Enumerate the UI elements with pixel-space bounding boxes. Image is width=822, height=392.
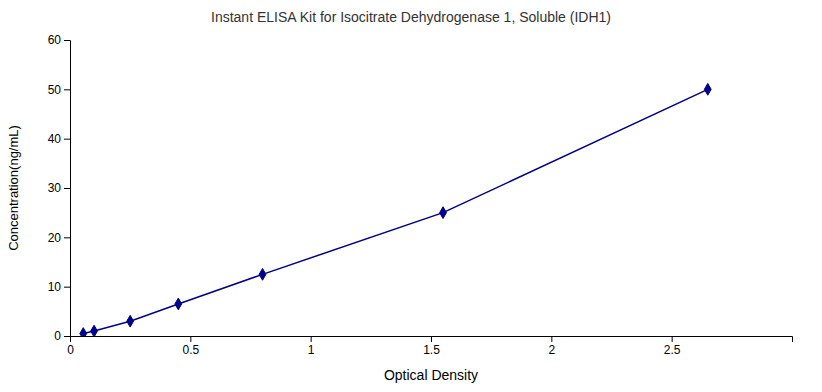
x-axis: 0 0.5 1 1.5 2 2.5 [67,336,792,357]
x-axis-tick: 0 [67,336,74,357]
line [83,89,708,333]
x-axis-tick-label: 2.5 [664,343,681,357]
y-axis-tick-label: 60 [48,33,62,47]
point [704,83,711,95]
y-axis-tick-label: 30 [48,181,62,195]
x-axis-tick-mark [672,336,673,342]
x-axis-tick-label: 1 [308,343,315,357]
y-axis-tick-mark [64,237,70,238]
x-axis-line [71,337,793,343]
x-axis-tick: 1.5 [423,336,440,357]
x-axis-tick-label: 0 [67,343,74,357]
x-axis-tick: 2 [548,336,555,357]
y-axis-tick: 50 [48,83,70,97]
x-axis-tick: 1 [308,336,315,357]
y-axis-line [64,41,71,337]
point [259,268,266,280]
y-axis-tick-label: 20 [48,231,62,245]
x-axis-tick-label: 0.5 [182,343,199,357]
chart: Instant ELISA Kit for Isocitrate Dehydro… [0,0,822,392]
x-axis-tick-mark [551,336,552,342]
x-axis-tick-label: 2 [548,343,555,357]
y-axis-tick: 10 [48,280,70,294]
x-axis-tick: 2.5 [664,336,681,357]
y-axis-tick: 20 [48,231,70,245]
y-axis-tick-label: 10 [48,280,62,294]
y-axis-tick-label: 50 [48,83,62,97]
y-axis-tick: 0 [54,329,70,343]
y-axis-tick-mark [64,89,70,90]
point [80,328,87,336]
y-axis-tick-mark [64,287,70,288]
point [91,325,98,336]
marks [80,83,711,336]
y-axis-tick-mark [64,188,70,189]
x-axis-title: Optical Density [384,367,478,383]
plot: 0 0.5 1 1.5 2 2.5 0 10 20 30 40 50 60 [48,33,793,356]
x-axis-tick-mark [190,336,191,342]
y-axis-tick-label: 40 [48,132,62,146]
y-axis-tick-mark [64,40,70,41]
point [127,315,134,327]
point [175,298,182,310]
y-axis-tick-mark [64,336,70,337]
x-axis-tick-mark [311,336,312,342]
point [440,207,447,219]
y-axis: 0 10 20 30 40 50 60 [48,33,71,343]
y-axis-title: Concentration(ng/mL) [6,125,21,251]
x-axis-tick: 0.5 [182,336,199,357]
y-axis-tick: 40 [48,132,70,146]
y-axis-tick-mark [64,139,70,140]
y-axis-tick: 30 [48,181,70,195]
x-axis-tick-label: 1.5 [423,343,440,357]
y-axis-tick-label: 0 [54,329,61,343]
y-axis-tick: 60 [48,33,70,47]
title: Instant ELISA Kit for Isocitrate Dehydro… [211,9,611,25]
x-axis-tick-mark [431,336,432,342]
